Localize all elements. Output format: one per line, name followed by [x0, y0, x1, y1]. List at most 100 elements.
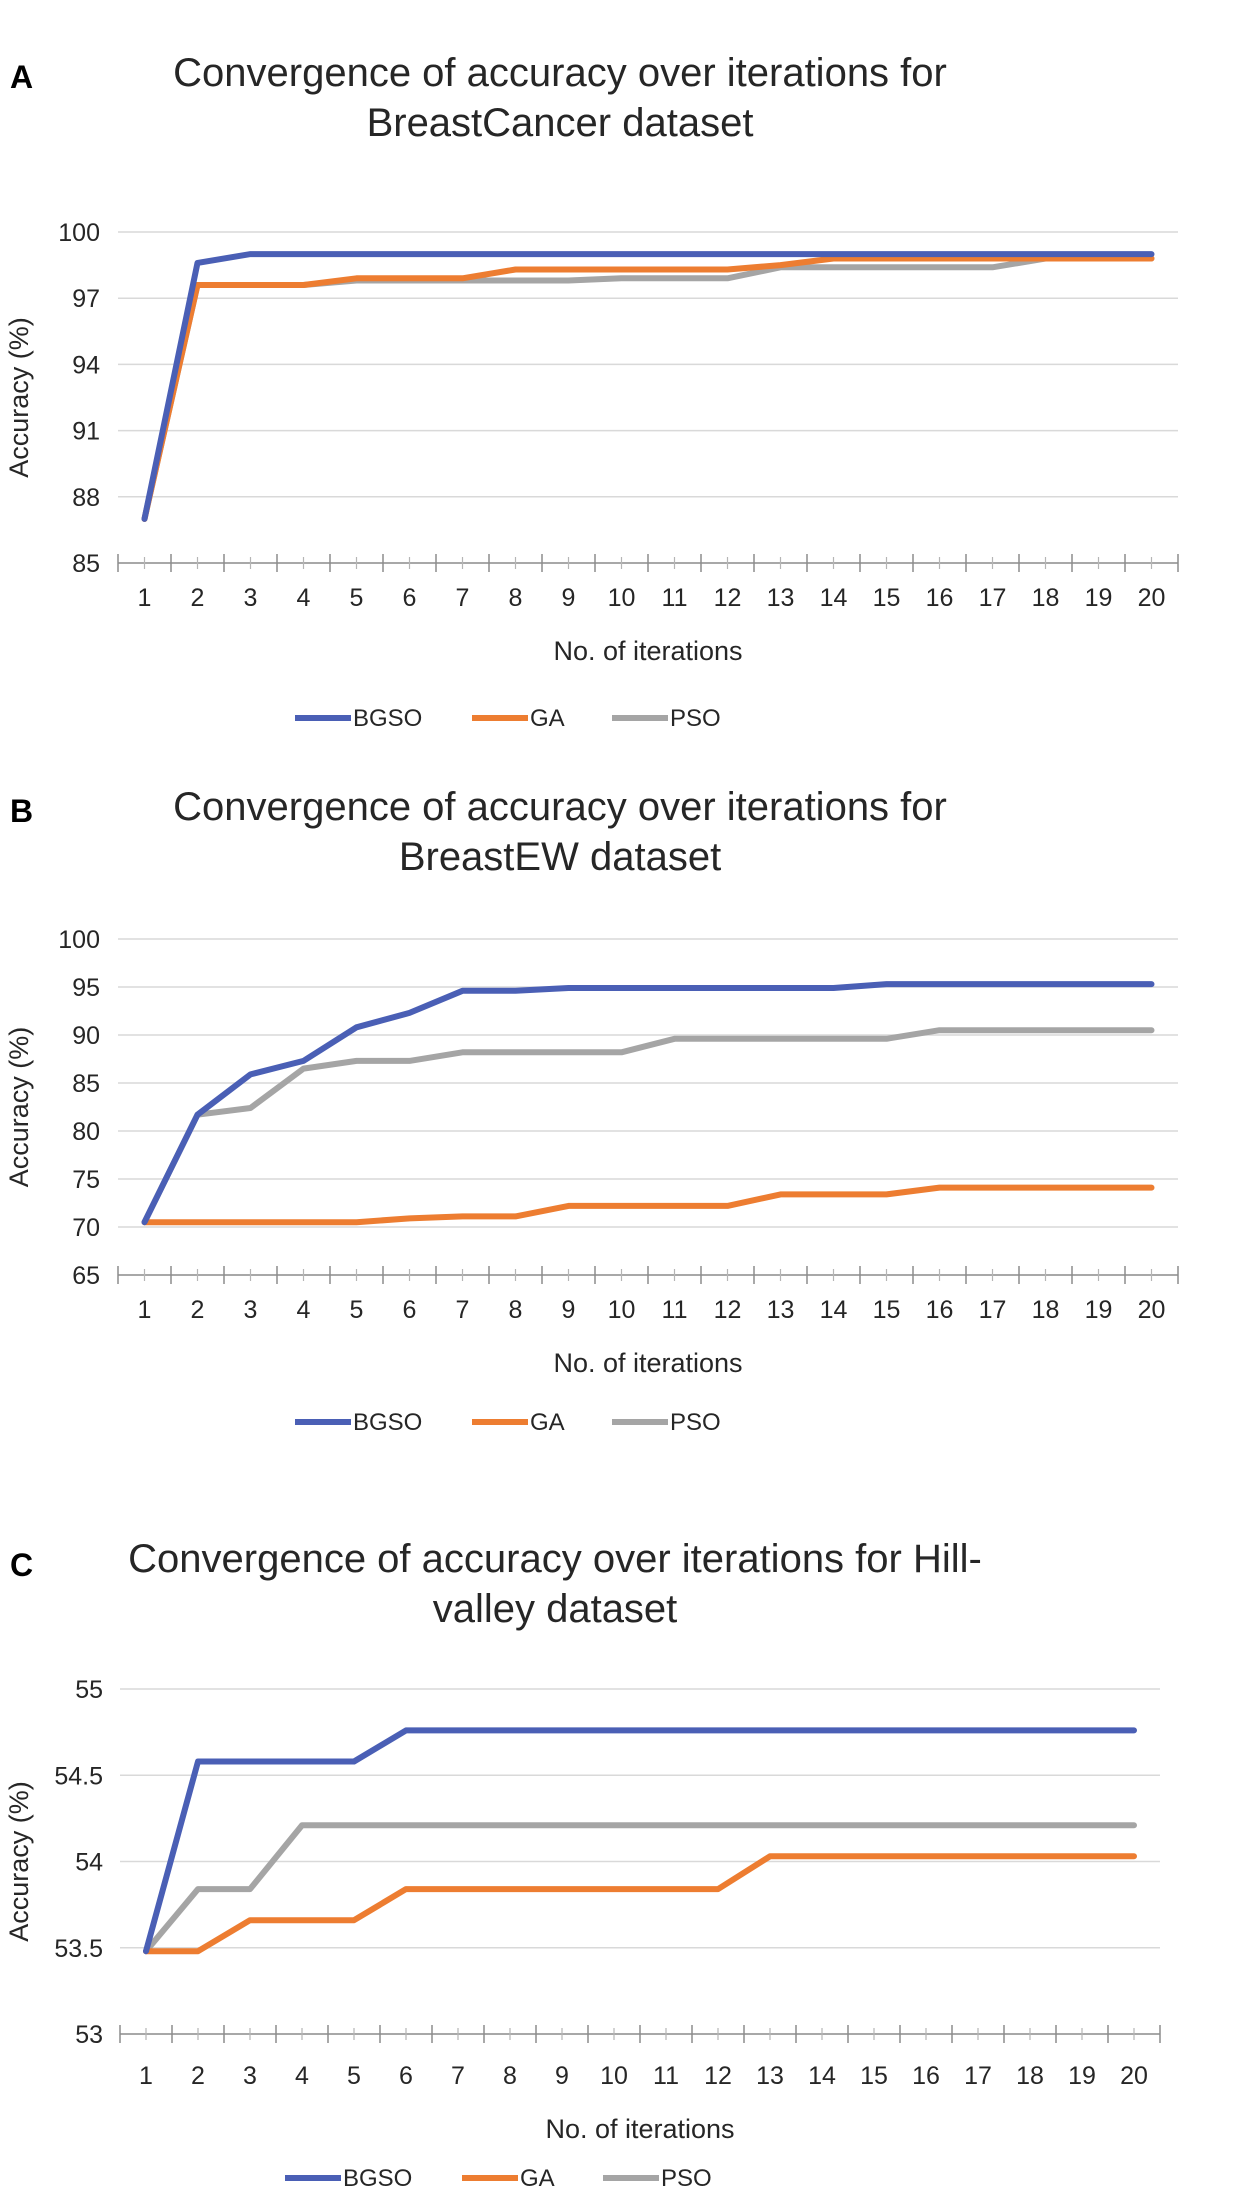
panel-c-xtick-label: 5 [347, 2062, 361, 2090]
panel-b-xtick-label: 13 [767, 1296, 795, 1324]
panel-b-ytick-label: 100 [58, 926, 100, 954]
panel-c-ytick-label: 53.5 [54, 1935, 103, 1963]
panel-c-xtick-label: 15 [860, 2062, 888, 2090]
panel-c-title-line-2: valley dataset [433, 1587, 678, 1631]
panel-c-xtick-label: 4 [295, 2062, 309, 2090]
panel-b-letter: B [10, 793, 33, 829]
panel-a-legend-label-bgso: BGSO [353, 705, 422, 732]
panel-c-xtick-label: 14 [808, 2062, 836, 2090]
panel-b-ytick-label: 85 [72, 1070, 100, 1098]
panel-a-xtick-label: 19 [1085, 584, 1113, 612]
panel-c-xtick-label: 13 [756, 2062, 784, 2090]
panel-a-xtick-label: 17 [979, 584, 1007, 612]
panel-c-xtick-label: 6 [399, 2062, 413, 2090]
panel-c-ytick-label: 54.5 [54, 1762, 103, 1790]
panel-a-ytick-label: 91 [72, 418, 100, 446]
panel-a-xtick-label: 15 [873, 584, 901, 612]
panel-a-series-ga-line [141, 255, 1155, 522]
panel-a-xtick-label: 4 [297, 584, 311, 612]
panel-a-xtick-label: 3 [244, 584, 258, 612]
panel-a-ytick-label: 94 [72, 351, 100, 379]
panel-a-xtick-label: 18 [1032, 584, 1060, 612]
panel-a-xtick-label: 7 [456, 584, 470, 612]
panel-b-ytick-label: 95 [72, 974, 100, 1002]
panel-b-xtick-label: 20 [1138, 1296, 1166, 1324]
panel-c-xtick-label: 18 [1016, 2062, 1044, 2090]
panel-a-title-line-2: BreastCancer dataset [367, 101, 754, 145]
panel-b-ytick-label: 90 [72, 1022, 100, 1050]
panel-a-xtick-label: 12 [714, 584, 742, 612]
panel-b-legend: BGSO GA PSO [295, 1409, 721, 1436]
panel-b-title-line-1: Convergence of accuracy over iterations … [173, 785, 947, 829]
panel-c-xtick-label: 12 [704, 2062, 732, 2090]
panel-a-x-axis-title: No. of iterations [553, 636, 742, 666]
panel-c-legend-label-ga: GA [520, 2165, 555, 2187]
panel-b-y-axis-title: Accuracy (%) [4, 1027, 34, 1188]
panel-c-series-bgso-line [143, 1727, 1137, 1955]
panel-c-xtick-label: 17 [964, 2062, 992, 2090]
panel-b-xtick-label: 10 [608, 1296, 636, 1324]
panel-b-xtick-label: 7 [456, 1296, 470, 1324]
panel-a-legend-label-pso: PSO [670, 705, 721, 732]
panel-b-xtick-label: 9 [562, 1296, 576, 1324]
panel-a-xtick-label: 16 [926, 584, 954, 612]
panel-c-x-axis-title: No. of iterations [545, 2114, 734, 2144]
panel-a-xtick-label: 14 [820, 584, 848, 612]
panel-b-xtick-label: 5 [350, 1296, 364, 1324]
panel-c-xtick-label: 19 [1068, 2062, 1096, 2090]
panel-a-legend: BGSO GA PSO [295, 705, 721, 732]
panel-c-xtick-label: 8 [503, 2062, 517, 2090]
panel-a-xtick-label: 8 [509, 584, 523, 612]
panel-b-x-axis-title: No. of iterations [553, 1348, 742, 1378]
panel-c-letter: C [10, 1547, 33, 1583]
panel-a-legend-label-ga: GA [530, 705, 565, 732]
panel-c-xtick-label: 11 [653, 2062, 679, 2090]
panel-b-legend-label-pso: PSO [670, 1409, 721, 1436]
panel-b-xtick-label: 16 [926, 1296, 954, 1324]
panel-c-ytick-label: 54 [75, 1849, 103, 1877]
panel-c-xtick-label: 10 [600, 2062, 628, 2090]
panel-c-xtick-label: 2 [191, 2062, 205, 2090]
panel-c-xtick-label: 7 [451, 2062, 465, 2090]
panel-c-series-pso-line [143, 1822, 1137, 1955]
panel-b-ytick-label: 80 [72, 1118, 100, 1146]
panel-b-xtick-label: 12 [714, 1296, 742, 1324]
panel-b-ytick-label: 65 [72, 1262, 100, 1290]
panel-a-xtick-label: 5 [350, 584, 364, 612]
panel-b-xtick-label: 17 [979, 1296, 1007, 1324]
panel-c-legend-label-pso: PSO [661, 2165, 712, 2187]
panel-b-legend-label-bgso: BGSO [353, 1409, 422, 1436]
panel-a-xtick-label: 11 [662, 584, 688, 612]
panel-a-xtick-label: 20 [1138, 584, 1166, 612]
panel-a-ytick-label: 97 [72, 285, 100, 313]
panel-c-xtick-label: 1 [139, 2062, 153, 2090]
panel-c-y-axis-title: Accuracy (%) [4, 1781, 34, 1942]
panel-b-ytick-label: 75 [72, 1166, 100, 1194]
panel-a-title-line-1: Convergence of accuracy over iterations … [173, 51, 947, 95]
panel-b-series-bgso-line [141, 981, 1155, 1226]
panel-b-xtick-label: 18 [1032, 1296, 1060, 1324]
panel-a-ytick-label: 88 [72, 484, 100, 512]
panel-b-xtick-label: 8 [509, 1296, 523, 1324]
panel-a-letter: A [10, 59, 33, 95]
panel-b-chart: B Convergence of accuracy over iterations… [4, 785, 1179, 1436]
panel-a-y-axis-title: Accuracy (%) [4, 317, 34, 478]
panel-b-title-line-2: BreastEW dataset [399, 835, 721, 879]
panel-b-series-pso-line [141, 1027, 1155, 1226]
panel-a-ytick-label: 100 [58, 219, 100, 247]
panel-c-legend-label-bgso: BGSO [343, 2165, 412, 2187]
panel-b-series-ga-line [141, 1184, 1155, 1226]
panel-c-xtick-label: 16 [912, 2062, 940, 2090]
panel-b-xtick-label: 14 [820, 1296, 848, 1324]
panel-c-legend: BGSO GA PSO [285, 2165, 712, 2187]
panel-a-xtick-label: 13 [767, 584, 795, 612]
panel-b-legend-label-ga: GA [530, 1409, 565, 1436]
panel-b-xtick-label: 15 [873, 1296, 901, 1324]
panel-c-xtick-label: 3 [243, 2062, 257, 2090]
panel-a-xtick-label: 10 [608, 584, 636, 612]
panel-c-ytick-label: 53 [75, 2021, 103, 2049]
panel-b-xtick-label: 1 [138, 1296, 152, 1324]
panel-a-xtick-label: 1 [138, 584, 152, 612]
panel-b-xtick-label: 3 [244, 1296, 258, 1324]
